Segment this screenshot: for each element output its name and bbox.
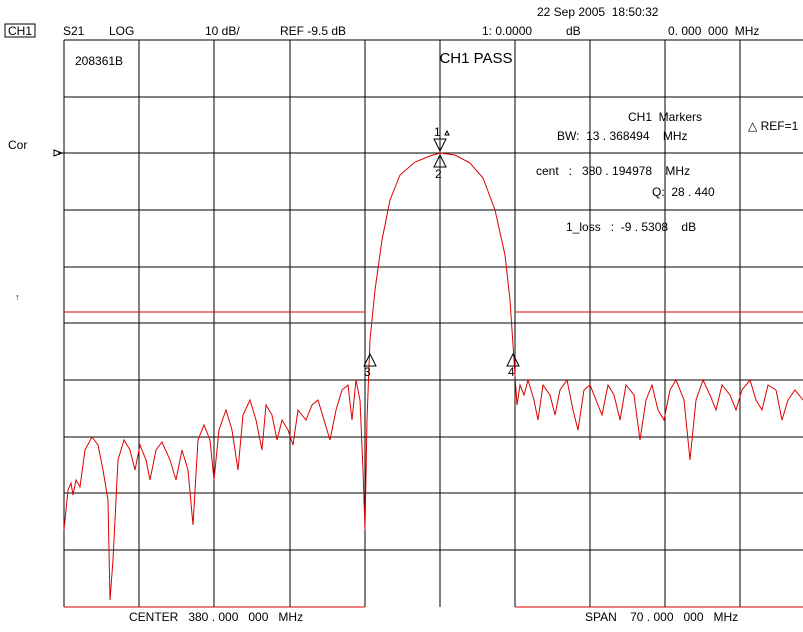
marker-loss: 1_loss : -9 . 5308 dB [566,220,696,234]
marker-label: 4 [508,365,515,379]
cor-label: Cor [8,138,27,152]
scale: 10 dB/ [205,24,240,38]
param: S21 [63,24,85,38]
arrow-label: ↑ [15,292,20,302]
span: SPAN 70 . 000 000 MHz [585,610,738,624]
pass-status: CH1 PASS [439,50,512,67]
center-freq: CENTER 380 . 000 000 MHz [129,610,303,624]
marker-freq: 0. 000 000 MHz [668,24,759,38]
format: LOG [109,24,134,38]
marker-ref: △ REF=1 [748,119,799,133]
marker-value: 1: 0.0000 [482,24,532,38]
screen-id: 208361B [75,54,123,68]
marker-label: 2 [435,167,442,181]
marker-bw: BW: 13 . 368494 MHz [557,129,688,143]
marker-symbols [363,129,520,367]
marker-cent: cent : 380 . 194978 MHz [536,164,690,178]
marker-label: 1 [434,125,441,139]
trace [63,152,803,601]
channel: CH1 [8,24,32,38]
marker-q: Q: 28 . 440 [652,185,715,199]
marker-label: 3 [364,365,371,379]
ref-level: REF -9.5 dB [280,24,346,38]
limit-lines [64,311,803,608]
marker-unit: dB [566,24,581,38]
markers-title: CH1 Markers [628,110,702,124]
grid [58,39,803,607]
datetime: 22 Sep 2005 18:50:32 [537,5,659,19]
